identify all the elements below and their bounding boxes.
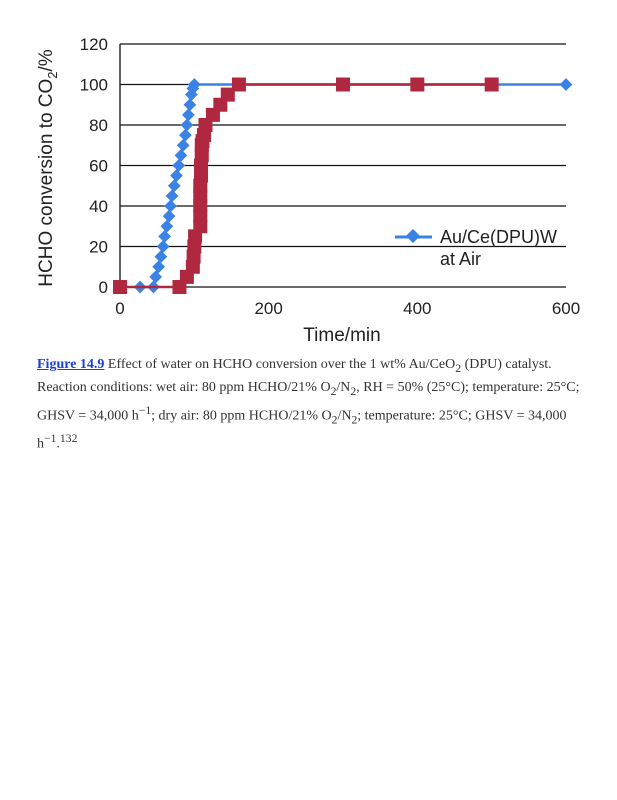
- data-point: [410, 77, 425, 92]
- data-point: [176, 138, 190, 152]
- figure-caption: Figure 14.9 Effect of water on HCHO conv…: [37, 355, 582, 454]
- caption-text: (DPU) catalyst. Reaction conditions: wet…: [37, 357, 552, 395]
- legend: Au/Ce(DPU)W at Air: [395, 227, 557, 269]
- data-point: [164, 199, 177, 213]
- x-axis-label: Time/min: [303, 325, 380, 345]
- y-tick-label: 100: [80, 76, 108, 95]
- sub: 2: [330, 384, 337, 398]
- data-point: [156, 240, 170, 253]
- data-point: [336, 77, 350, 92]
- x-tick-label: 400: [403, 299, 431, 318]
- reference-number: 132: [59, 432, 78, 446]
- sup: −1: [44, 432, 57, 446]
- data-point: [165, 189, 179, 203]
- x-tick-label: 600: [552, 299, 580, 318]
- data-point: [187, 78, 201, 91]
- data-point: [170, 169, 183, 182]
- data-point: [559, 78, 573, 91]
- data-point: [182, 108, 195, 122]
- figure-link[interactable]: Figure 14.9: [37, 357, 105, 372]
- data-point: [152, 260, 166, 274]
- legend-label-2: at Air: [440, 249, 481, 269]
- y-tick-label: 120: [80, 35, 108, 54]
- sub: 2: [350, 384, 357, 398]
- data-point: [149, 270, 163, 284]
- sup: −1: [138, 403, 152, 417]
- data-point: [162, 209, 176, 223]
- data-point: [172, 159, 186, 172]
- caption-text: Effect of water on HCHO conversion over …: [104, 357, 456, 372]
- series-2: [113, 77, 499, 294]
- sub: 2: [455, 361, 462, 375]
- data-point: [231, 77, 246, 92]
- data-point: [183, 98, 197, 112]
- legend-label: Au/Ce(DPU)W: [440, 227, 557, 247]
- y-tick-label: 40: [89, 197, 108, 216]
- caption-text: .: [56, 436, 60, 452]
- y-tick-label: 80: [89, 116, 108, 135]
- data-point: [113, 280, 127, 294]
- y-tick-label: 60: [89, 157, 108, 176]
- caption-text: /N: [336, 379, 351, 395]
- data-point: [167, 179, 181, 193]
- data-point: [220, 87, 235, 102]
- data-point: [484, 77, 499, 92]
- y-axis-label: HCHO conversion to CO2/%: [36, 49, 60, 287]
- legend-marker: [405, 228, 421, 244]
- caption-text: /N: [337, 408, 352, 424]
- data-point: [158, 230, 171, 243]
- x-tick-label: 200: [254, 299, 282, 318]
- sub: 2: [351, 413, 358, 427]
- data-point: [174, 149, 188, 162]
- data-point: [160, 219, 174, 233]
- sub: 2: [331, 413, 338, 427]
- series-1: [133, 78, 573, 294]
- caption-text: ; dry air: 80 ppm HCHO/21% O: [151, 408, 332, 424]
- caption-text: , RH = 50% (25°C); temperature: 25°C; GH…: [37, 379, 580, 424]
- y-tick-label: 0: [99, 278, 108, 297]
- data-point: [180, 118, 194, 132]
- chart: 0 20 40 60 80 100 120 0 200 400 600 Au/Ce(DPU)W at…: [36, 35, 580, 345]
- data-point: [179, 128, 192, 142]
- caption-text: ; temperature: 25°C; GHSV = 34,000 h: [37, 408, 567, 452]
- data-point: [154, 250, 168, 263]
- x-tick-label: 0: [115, 299, 124, 318]
- y-tick-label: 20: [89, 238, 108, 257]
